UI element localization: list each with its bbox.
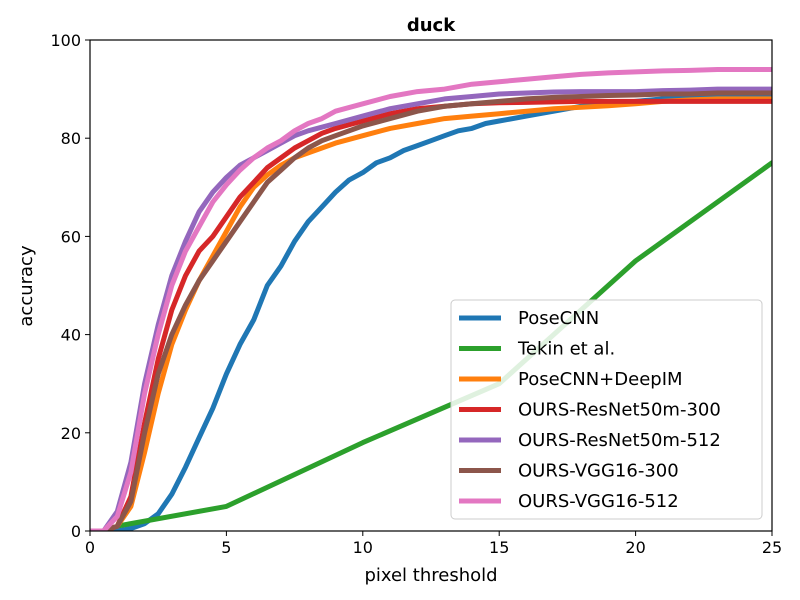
y-tick-label: 40 [61, 326, 81, 345]
y-tick-label: 0 [71, 522, 81, 541]
legend-label-5: OURS-VGG16-300 [518, 461, 679, 482]
x-tick-label: 15 [489, 538, 509, 557]
legend-label-6: OURS-VGG16-512 [518, 491, 679, 512]
y-tick-label: 60 [61, 227, 81, 246]
legend-label-3: OURS-ResNet50m-300 [518, 400, 721, 421]
series-layer [90, 67, 772, 531]
series-line-6 [90, 67, 772, 531]
legend: PoseCNN Tekin et al. PoseCNN+DeepIM OURS-Re… [450, 299, 763, 520]
x-axis: 0 5 10 15 20 25 [85, 531, 782, 557]
x-tick-label: 10 [353, 538, 373, 557]
y-tick-label: 80 [61, 129, 81, 148]
y-tick-label: 20 [61, 424, 81, 443]
plot-frame [89, 39, 773, 532]
x-tick-label: 20 [625, 538, 645, 557]
legend-label-2: PoseCNN+DeepIM [518, 369, 683, 390]
y-tick-label: 100 [50, 31, 81, 50]
x-tick-label: 5 [221, 538, 231, 557]
legend-label-1: Tekin et al. [517, 339, 615, 360]
y-axis: 0 20 40 60 80 100 [50, 31, 90, 541]
legend-label-4: OURS-ResNet50m-512 [518, 430, 721, 451]
x-tick-label: 25 [762, 538, 782, 557]
x-axis-label: pixel threshold [364, 565, 497, 586]
y-axis-label: accuracy [16, 245, 37, 327]
series-line-2 [90, 96, 772, 531]
series-line-4 [90, 86, 772, 531]
x-tick-label: 0 [85, 538, 95, 557]
series-line-3 [90, 98, 772, 531]
series-line-1 [114, 160, 772, 529]
legend-label-0: PoseCNN [518, 308, 599, 329]
legend-box [450, 299, 763, 520]
series-line-5 [90, 90, 772, 531]
chart-title: duck [407, 15, 456, 36]
